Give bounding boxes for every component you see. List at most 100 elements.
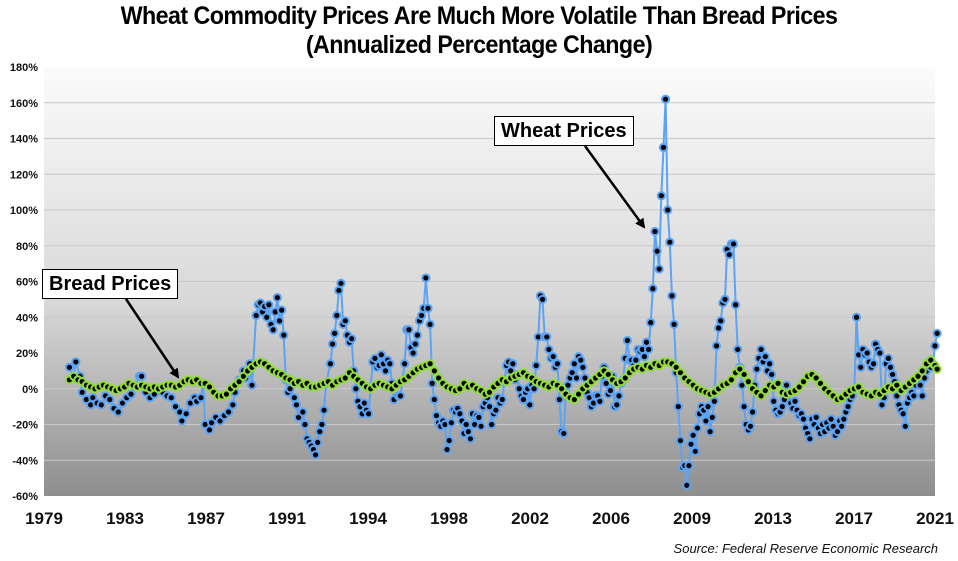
wheat-price-point	[71, 357, 81, 367]
wheat-price-point	[181, 409, 191, 419]
wheat-price-point	[915, 380, 925, 390]
wheat-price-point	[639, 351, 649, 362]
wheat-price-point	[554, 394, 565, 405]
x-tick-label: 1983	[106, 509, 144, 528]
wheat-price-point	[363, 409, 374, 419]
y-tick-label: -40%	[12, 455, 38, 467]
y-tick-label: 60%	[16, 277, 38, 289]
wheat-price-point	[351, 384, 361, 394]
wheat-price-point	[136, 371, 147, 381]
wheat-price-point	[96, 400, 106, 410]
wheat-price-point	[767, 369, 777, 380]
wheat-price-point	[247, 380, 257, 390]
wheat-price-point	[578, 362, 588, 372]
wheat-price-point	[730, 300, 741, 310]
wheat-price-point	[720, 294, 730, 304]
wheat-price-point	[764, 359, 775, 369]
wheat-price-point	[442, 444, 452, 455]
y-tick-label: 80%	[16, 241, 38, 253]
wheat-price-point	[885, 362, 896, 372]
wheat-price-point	[752, 364, 762, 374]
x-tick-label: 2009	[673, 509, 711, 528]
wheat-price-point	[408, 348, 418, 358]
wheat-price-point	[932, 328, 942, 338]
wheat-price-point	[612, 400, 622, 410]
bread-price-point	[739, 369, 749, 380]
wheat-price-point	[228, 400, 238, 410]
wheat-price-point	[336, 278, 346, 288]
wheat-price-point	[690, 446, 700, 456]
wheat-price-point	[446, 418, 456, 428]
bread-price-point	[726, 375, 736, 385]
wheat-price-point	[650, 226, 660, 237]
wheat-price-point	[552, 359, 562, 369]
wheat-price-point	[875, 348, 885, 358]
wheat-price-point	[716, 316, 726, 326]
wheat-price-point	[682, 480, 692, 490]
wheat-price-point	[542, 332, 552, 342]
wheat-price-point	[747, 407, 758, 417]
x-axis-ticks: 1979 1983 1987 1991 1994 1998 2002 2006 2009 2013…	[25, 509, 954, 528]
wheat-price-point	[622, 335, 632, 346]
wheat-price-point	[669, 319, 679, 329]
bread-prices-label: Bread Prices	[42, 269, 179, 299]
wheat-price-point	[412, 330, 422, 340]
wheat-price-point	[856, 362, 866, 372]
wheat-price-point	[631, 355, 641, 365]
wheat-price-point	[544, 344, 554, 355]
wheat-price-point	[798, 414, 809, 424]
wheat-price-point	[380, 366, 391, 376]
wheat-price-point	[531, 360, 541, 371]
wheat-price-point	[898, 409, 908, 419]
wheat-price-point	[686, 439, 696, 449]
wheat-price-point	[917, 391, 927, 401]
wheat-price-point	[274, 316, 285, 326]
wheat-price-point	[291, 400, 302, 410]
bread-price-point	[917, 366, 927, 376]
wheat-price-point	[760, 351, 770, 362]
wheat-price-point	[196, 393, 206, 403]
wheat-price-point	[395, 391, 405, 401]
x-tick-label: 1987	[187, 509, 225, 528]
wheat-price-point	[614, 391, 624, 401]
y-tick-label: 100%	[10, 205, 38, 217]
wheat-price-point	[347, 334, 357, 344]
wheat-price-point	[673, 402, 683, 412]
bread-callout-arrow	[124, 298, 180, 379]
wheat-price-point	[279, 330, 289, 340]
wheat-price-point	[497, 394, 507, 405]
y-tick-label: 40%	[16, 312, 38, 324]
wheat-price-point	[648, 284, 658, 294]
wheat-price-point	[641, 337, 652, 347]
wheat-price-point	[64, 362, 75, 372]
wheat-price-point	[327, 339, 338, 349]
x-tick-label: 1979	[25, 509, 63, 528]
wheat-price-point	[325, 359, 335, 369]
wheat-price-point	[463, 427, 473, 437]
wheat-price-point	[684, 461, 694, 471]
wheat-price-point	[268, 325, 278, 335]
wheat-price-point	[644, 344, 654, 355]
wheat-price-point	[851, 312, 862, 322]
x-tick-label: 2021	[916, 509, 954, 528]
wheat-price-point	[877, 400, 887, 410]
wheat-price-point	[491, 405, 501, 415]
wheat-price-point	[703, 402, 713, 412]
bread-price-point	[429, 366, 439, 376]
x-tick-label: 2002	[511, 509, 549, 528]
wheat-price-point	[400, 359, 410, 369]
x-tick-label: 2013	[754, 509, 792, 528]
wheat-price-point	[359, 398, 369, 408]
wheat-price-point	[646, 318, 656, 328]
wheat-price-point	[605, 385, 616, 396]
wheat-price-point	[105, 394, 115, 405]
wheat-price-point	[461, 419, 471, 430]
wheat-price-point	[868, 359, 879, 369]
wheat-price-point	[277, 305, 287, 315]
wheat-price-point	[508, 359, 518, 369]
wheat-price-point	[883, 353, 893, 363]
wheat-price-point	[289, 393, 299, 403]
wheat-price-point	[656, 191, 666, 201]
wheat-price-point	[930, 341, 940, 351]
wheat-price-point	[465, 434, 476, 444]
